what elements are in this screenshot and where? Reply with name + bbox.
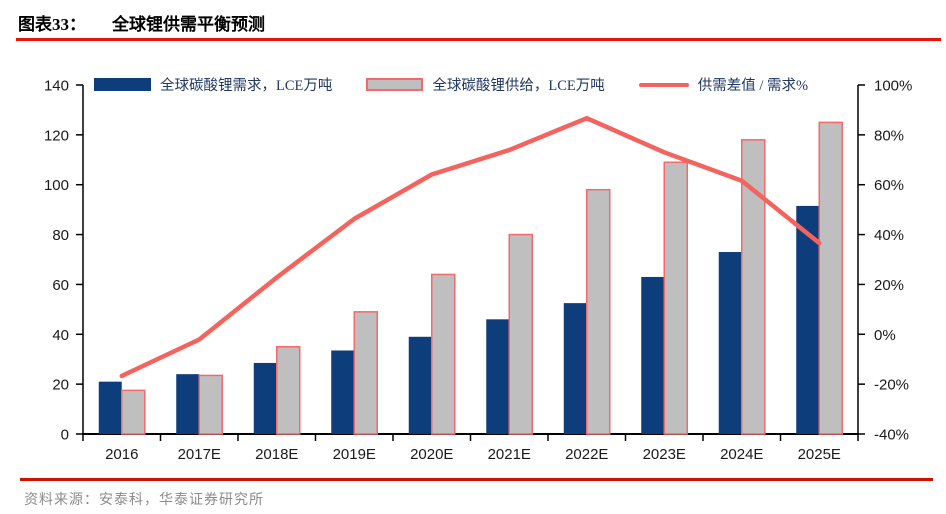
x-axis-label: 2023E (643, 446, 686, 463)
supply-bar (741, 139, 766, 435)
supply-bar (121, 389, 146, 435)
x-axis-label: 2021E (488, 446, 531, 463)
x-axis-label: 2017E (178, 446, 221, 463)
footer-rule (20, 478, 933, 481)
supply-bar (431, 273, 456, 435)
right-axis-label: 60% (874, 177, 904, 194)
x-axis-label: 2020E (410, 446, 453, 463)
right-axis-label: 0% (874, 327, 896, 344)
supply-bar (508, 233, 533, 435)
diff-line-swatch (638, 82, 689, 87)
right-axis-label: -20% (874, 377, 909, 394)
left-axis-label: 120 (44, 127, 69, 144)
left-axis-label: 140 (44, 78, 69, 95)
supply-demand-chart: 0 20 40 60 80 100 120 140 -40% -20% 0% 20% 40% 60% 80%… (44, 78, 912, 464)
legend-item-demand: 全球碳酸锂需求，LCE万吨 (94, 74, 332, 95)
demand-bar (331, 350, 355, 434)
chart-legend: 全球碳酸锂需求，LCE万吨 全球碳酸锂供给，LCE万吨 供需差值 / 需求% (94, 74, 808, 95)
supply-bar (276, 346, 301, 435)
demand-bar (563, 303, 587, 434)
demand-swatch (94, 78, 151, 91)
legend-label-supply: 全球碳酸锂供给，LCE万吨 (432, 78, 605, 94)
x-axis-label: 2016 (105, 446, 138, 463)
title-underline (16, 38, 941, 41)
figure-title: 全球锂供需平衡预测 (112, 15, 265, 34)
figure-label: 图表33： (18, 15, 86, 34)
left-axis-label: 60 (52, 277, 69, 294)
demand-bar (641, 276, 665, 434)
x-axis-label: 2022E (565, 446, 608, 463)
supply-bar (663, 161, 688, 435)
right-axis-label: 100% (874, 78, 912, 95)
supply-bar (586, 188, 611, 435)
right-axis-label: 40% (874, 227, 904, 244)
right-axis-label: 20% (874, 277, 904, 294)
source-note: 资料来源：安泰科，华泰证券研究所 (24, 493, 264, 508)
x-axis-label: 2018E (255, 446, 298, 463)
left-axis-label: 40 (52, 327, 69, 344)
supply-bar (818, 121, 843, 435)
right-axis-label: -40% (874, 427, 909, 444)
legend-label-demand: 全球碳酸锂需求，LCE万吨 (160, 78, 333, 94)
diff-line (119, 115, 822, 379)
demand-bar (796, 205, 820, 434)
demand-bar (98, 381, 122, 434)
legend-item-diff: 供需差值 / 需求% (638, 74, 809, 95)
x-axis-label: 2025E (798, 446, 841, 463)
demand-bar (718, 252, 742, 434)
x-axis-label: 2024E (720, 446, 763, 463)
left-axis-label: 100 (44, 177, 69, 194)
left-axis-label: 80 (52, 227, 69, 244)
right-axis-label: 80% (874, 127, 904, 144)
x-axis-label: 2019E (333, 446, 376, 463)
page-title: 图表33： 全球锂供需平衡预测 (18, 10, 265, 35)
legend-label-diff: 供需差值 / 需求% (697, 78, 809, 94)
supply-bar (353, 311, 378, 435)
supply-swatch (366, 78, 424, 91)
supply-bar (198, 374, 223, 435)
legend-item-supply: 全球碳酸锂供给，LCE万吨 (366, 74, 605, 95)
demand-bar (486, 319, 510, 434)
demand-bar (253, 362, 277, 434)
left-axis-label: 20 (52, 377, 69, 394)
demand-bar (176, 374, 200, 434)
left-axis-label: 0 (61, 427, 69, 444)
demand-bar (408, 336, 432, 434)
